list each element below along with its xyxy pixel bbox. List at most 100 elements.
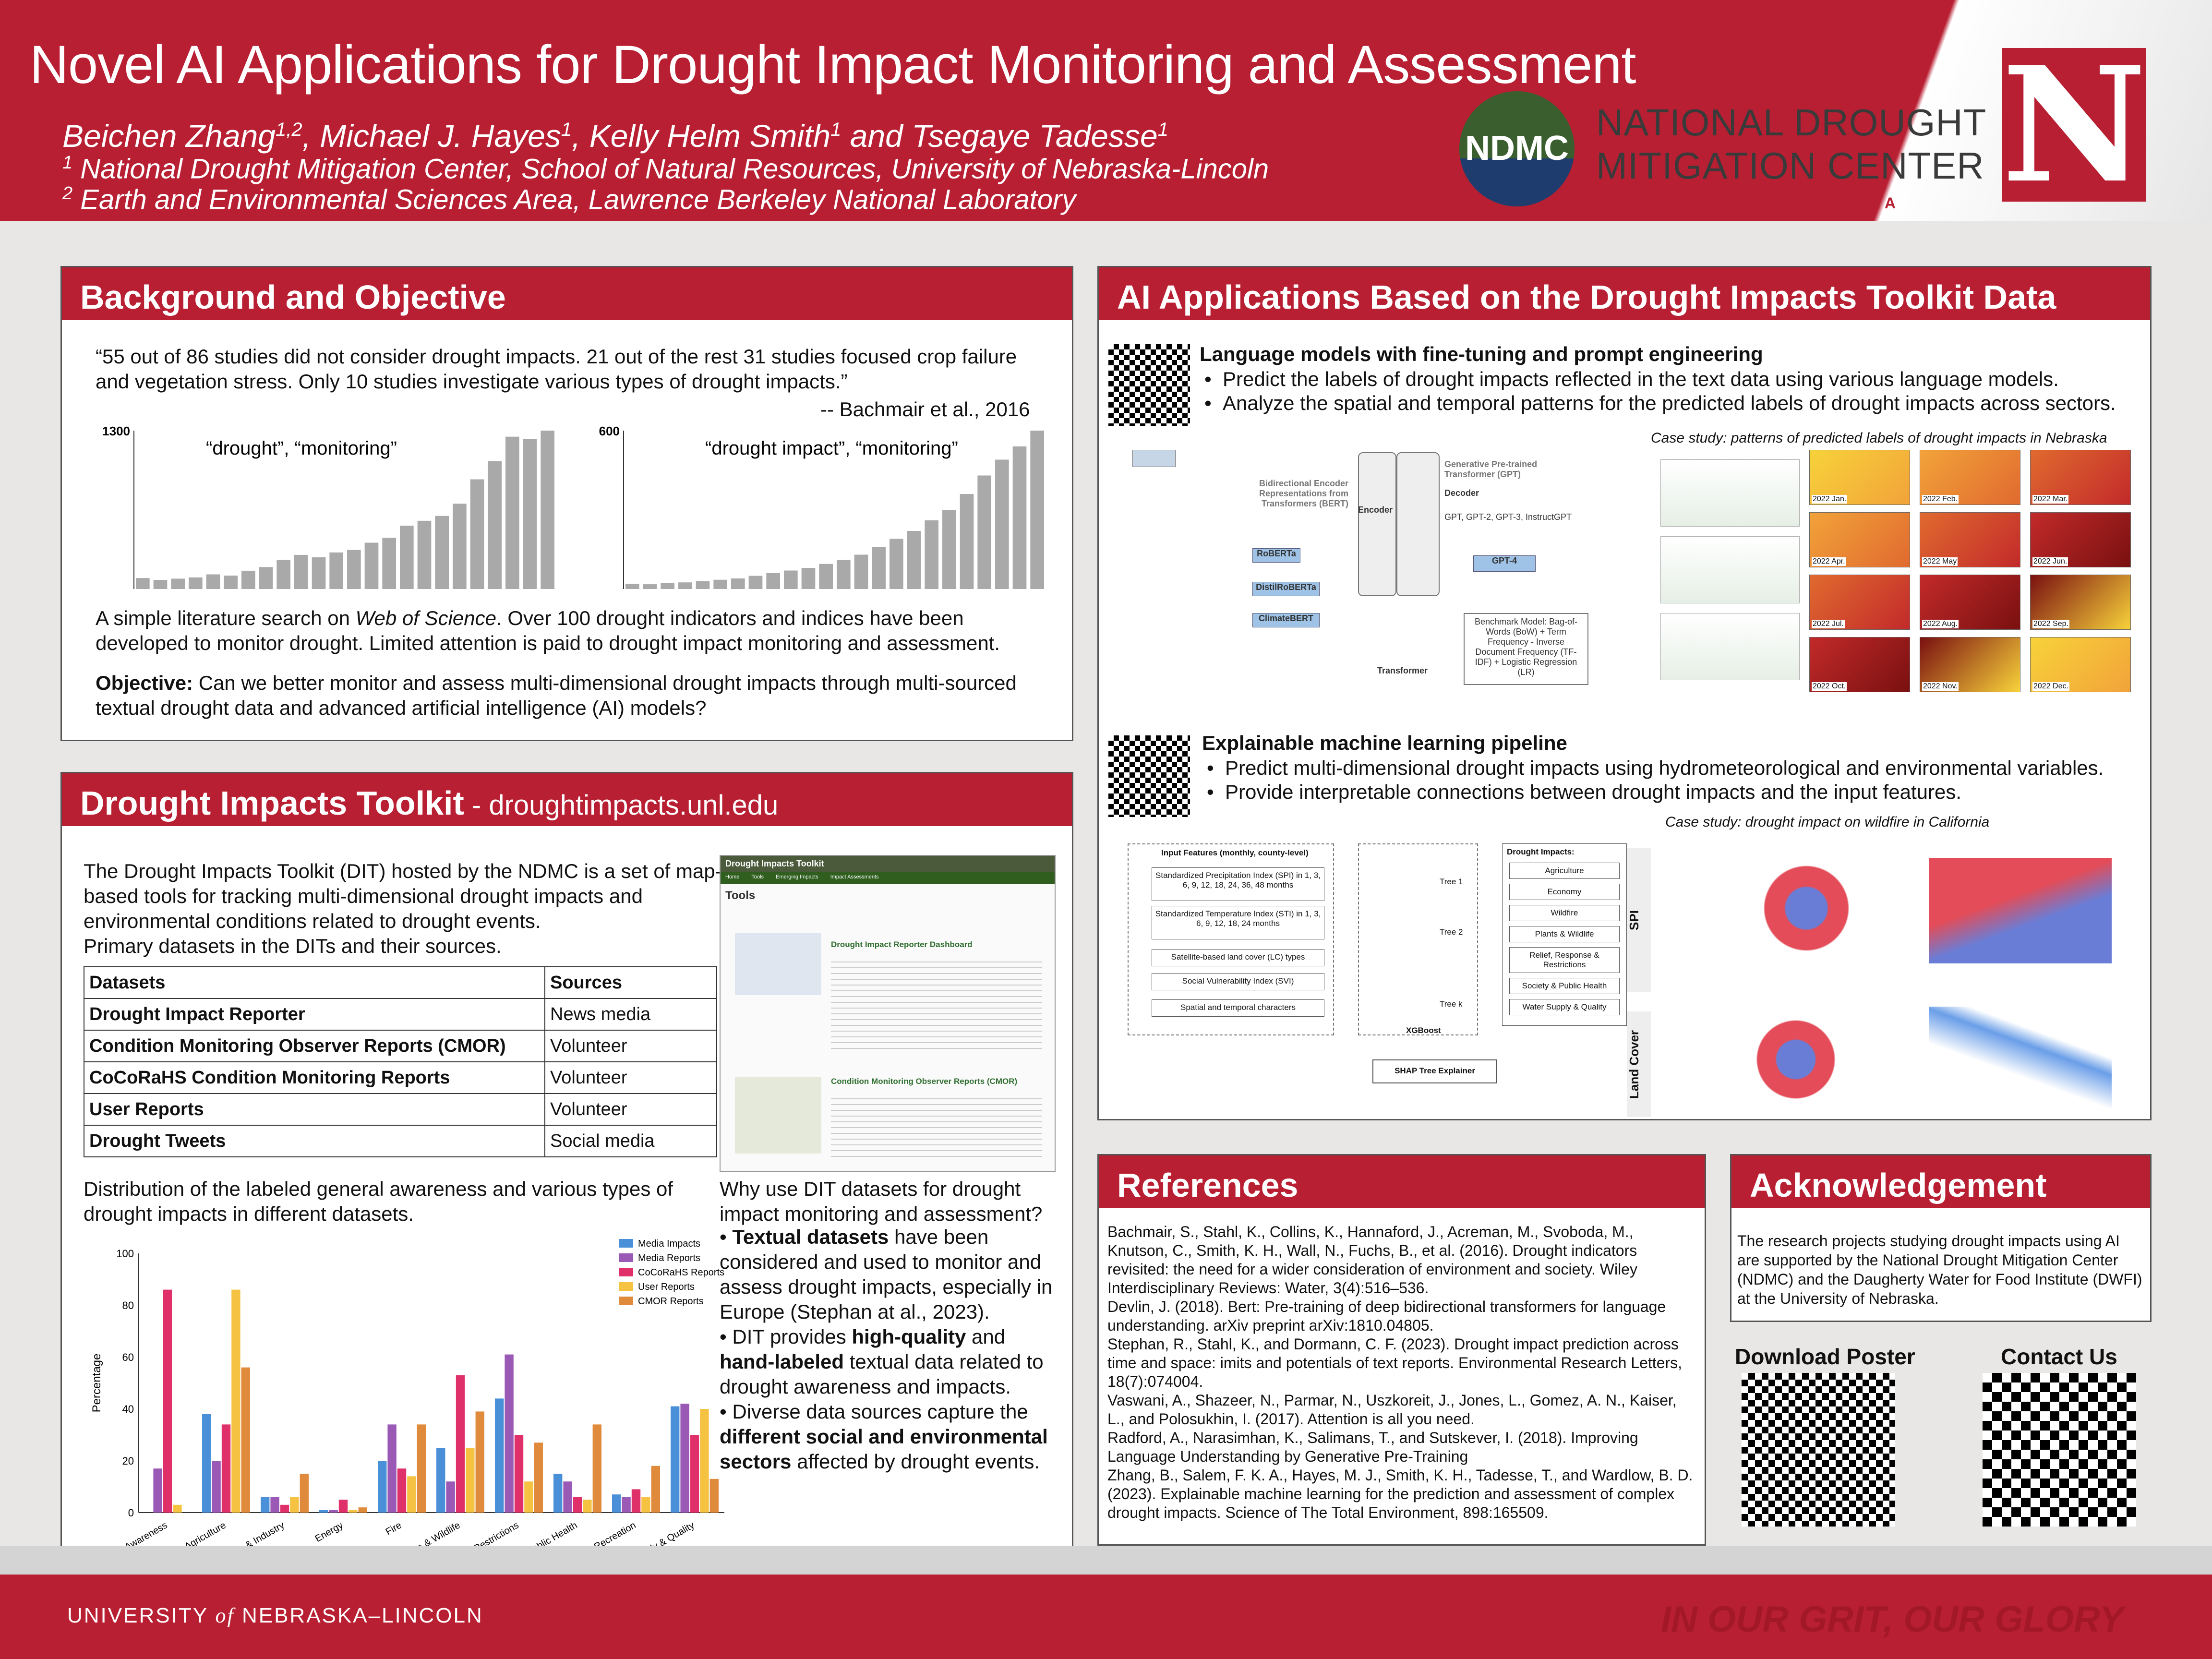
datasets-table: Datasets Sources Drought Impact Reporter N…	[84, 966, 717, 1157]
qr-code-contact[interactable]	[1983, 1373, 2136, 1527]
footer-slogan: IN OUR GRIT, OUR GLORY	[1661, 1599, 2124, 1640]
ml-title: Explainable machine learning pipeline	[1202, 732, 1567, 754]
bar	[563, 1481, 572, 1513]
table-row: User Reports Volunteer	[84, 1093, 717, 1126]
y-tick: 0	[128, 1507, 134, 1519]
time-series-plot	[1660, 536, 1800, 603]
ndmc-logo: NDMC	[1459, 91, 1575, 206]
category-label: Energy	[313, 1520, 345, 1544]
poster-title: Novel AI Applications for Drought Impact…	[30, 35, 1636, 95]
ack-text: The research projects studying drought i…	[1737, 1232, 2142, 1307]
bar	[212, 1461, 221, 1513]
nebraska-n-logo: N	[2002, 32, 2147, 218]
table-row: Drought Impact Reporter News media	[84, 998, 717, 1031]
bar	[276, 560, 290, 589]
bar	[382, 538, 396, 589]
bar	[407, 1476, 416, 1513]
literature-chart-1: 1300 “drought”, “monitoring”	[102, 424, 554, 589]
impact-item: Agriculture	[1509, 863, 1620, 879]
bar	[290, 1497, 299, 1513]
bar	[505, 436, 519, 589]
ml-bullet-2: • Provide interpretable connections betw…	[1207, 781, 1962, 803]
bar	[280, 1504, 289, 1513]
bar	[436, 1448, 445, 1513]
bar	[456, 1375, 465, 1513]
bar	[294, 554, 308, 589]
quote: “55 out of 86 studies did not consider d…	[96, 345, 1017, 393]
y-max-label: 600	[599, 424, 620, 438]
bar	[523, 439, 537, 589]
bar	[338, 1500, 348, 1513]
impact-item: Water Supply & Quality	[1509, 999, 1620, 1015]
time-series-plot	[1660, 613, 1800, 680]
why-bullets: • Textual datasets have been considered …	[720, 1226, 1053, 1473]
literature-text: A simple literature search on Web of Sci…	[96, 607, 1000, 654]
bar	[270, 1497, 279, 1513]
nebraska-map: 2022 Jul.	[1809, 575, 1910, 630]
bar	[202, 1414, 211, 1513]
distribution-caption: Distribution of the labeled general awar…	[84, 1178, 673, 1225]
references-text: Bachmair, S., Stahl, K., Collins, K., Ha…	[1107, 1223, 1693, 1521]
bar	[312, 557, 326, 589]
nebraska-maps: 2022 Jan. 2022 Feb. 2022 Mar. 2022 Apr. 2022…	[1627, 450, 2145, 699]
legend-label: CMOR Reports	[638, 1296, 704, 1307]
bar	[364, 542, 379, 589]
impact-item: Wildfire	[1509, 905, 1620, 921]
bar	[690, 1435, 699, 1513]
bar	[748, 576, 763, 589]
y-axis-label: Percentage	[90, 1354, 103, 1413]
nebraska-map: 2022 Jun.	[2030, 512, 2131, 567]
toolkit-intro: The Drought Impacts Toolkit (DIT) hosted…	[84, 860, 722, 932]
nebraska-map: 2022 Jan.	[1809, 450, 1910, 505]
legend-label: CoCoRaHS Reports	[638, 1267, 724, 1278]
impact-item: Society & Public Health	[1509, 978, 1620, 994]
bar	[300, 1474, 309, 1513]
bar	[573, 1497, 582, 1513]
legend-swatch	[619, 1268, 633, 1276]
bar	[960, 494, 974, 589]
ai-heading: AI Applications Based on the Drought Imp…	[1099, 267, 2150, 320]
legend-swatch	[619, 1239, 633, 1248]
ack-panel: Acknowledgement The research projects st…	[1730, 1154, 2152, 1322]
lm-bullet-2: • Analyze the spatial and temporal patte…	[1204, 392, 2116, 414]
time-series-plot	[1660, 459, 1800, 527]
table-row: Drought Tweets Social media	[84, 1125, 717, 1157]
bar	[435, 516, 449, 589]
nebraska-map: 2022 May	[1920, 512, 2020, 567]
bar	[488, 461, 502, 589]
transformer-diagram: Bidirectional Encoder Representations fr…	[1108, 431, 1627, 699]
authors: Beichen Zhang1,2, Michael J. Hayes1, Kel…	[62, 118, 1168, 154]
background-panel: Background and Objective “55 out of 86 s…	[60, 266, 1073, 741]
quote-citation: -- Bachmair et al., 2016	[820, 398, 1030, 421]
bar	[1012, 446, 1027, 589]
bar	[534, 1443, 543, 1513]
bar	[977, 475, 991, 589]
contact-label: Contact Us	[2001, 1344, 2117, 1369]
references-heading: References	[1099, 1155, 1705, 1208]
background-heading: Background and Objective	[62, 267, 1072, 320]
bar	[136, 578, 150, 589]
chart-label: “drought”, “monitoring”	[206, 438, 397, 459]
bar	[259, 567, 273, 589]
site-tools-heading: Tools	[725, 889, 756, 902]
bar	[942, 510, 956, 589]
ndmc-name-line2: MITIGATION CENTER	[1596, 144, 1984, 187]
bar	[231, 1289, 240, 1513]
impact-item: Relief, Response & Restrictions	[1509, 947, 1620, 973]
lm-title: Language models with fine-tuning and pro…	[1200, 343, 1763, 365]
legend-label: Media Reports	[638, 1253, 700, 1263]
bar	[907, 531, 921, 589]
bar	[671, 1406, 680, 1513]
ml-pipeline-diagram: Input Features (monthly, county-level) S…	[1118, 834, 1641, 1103]
bar	[347, 550, 361, 589]
bar	[541, 431, 554, 589]
bar	[837, 560, 851, 589]
qr-code-download[interactable]	[1742, 1373, 1895, 1527]
bar	[766, 573, 780, 589]
nebraska-map: 2022 Apr.	[1809, 512, 1910, 567]
y-tick: 20	[122, 1455, 134, 1467]
bar	[731, 578, 745, 589]
bar	[349, 1510, 358, 1513]
header-red-band	[0, 0, 1728, 221]
poster-header: Novel AI Applications for Drought Impact…	[0, 0, 2212, 221]
